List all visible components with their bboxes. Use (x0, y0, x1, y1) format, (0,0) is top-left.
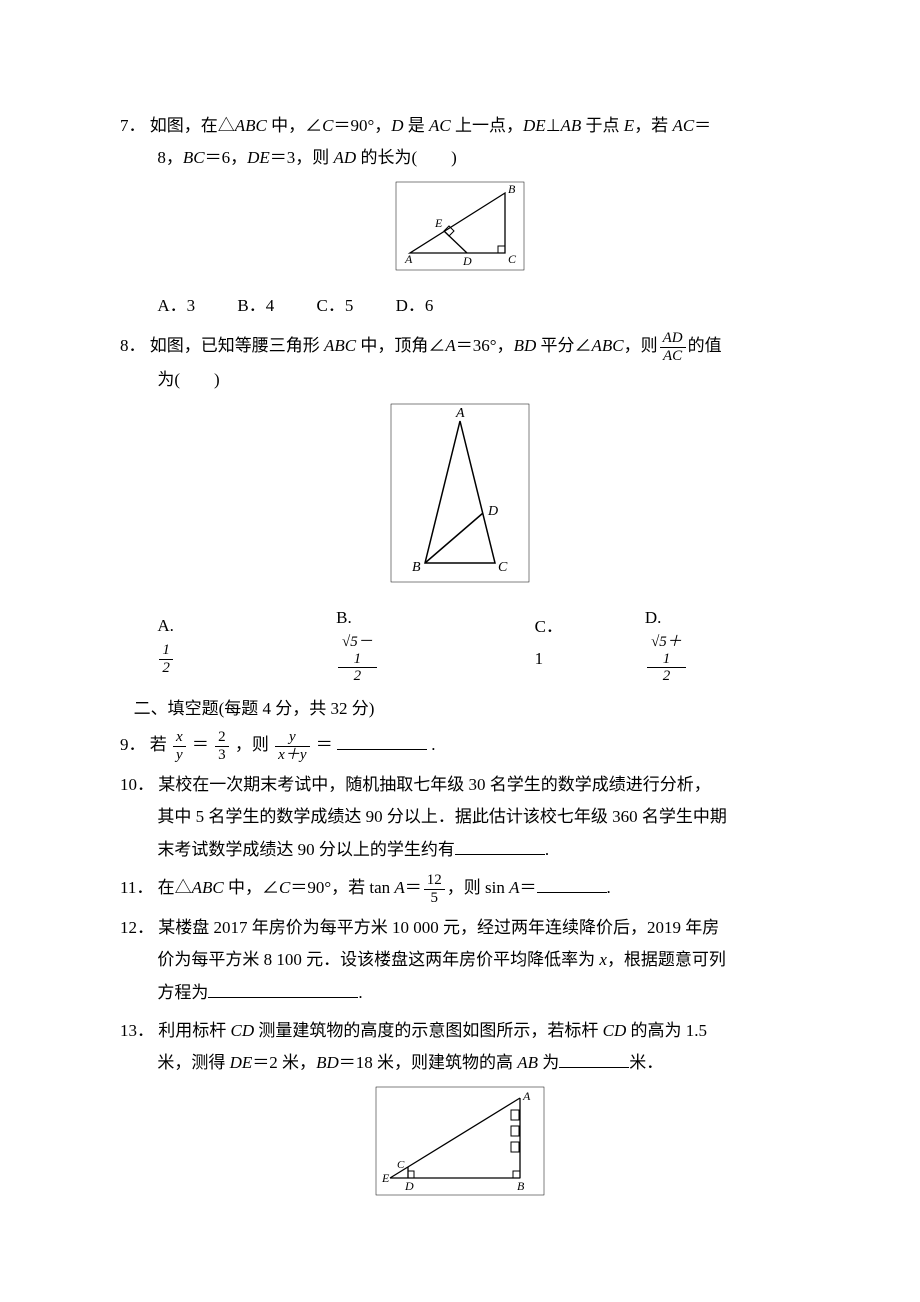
q8-opt-d: D.√5＋12 (645, 602, 762, 685)
q7-line2: 8，BC＝6，DE＝3，则 AD 的长为( ) (120, 142, 800, 174)
svg-text:E: E (381, 1171, 390, 1185)
q8-opt-b: B.√5－12 (336, 602, 452, 685)
q9-blank (337, 732, 427, 750)
svg-text:C: C (508, 252, 517, 266)
q8-line2: 为( ) (120, 364, 800, 396)
svg-text:B: B (412, 560, 421, 575)
svg-text:C: C (397, 1159, 405, 1171)
q13-blank (559, 1050, 629, 1068)
q8-opt-a: A.12 (157, 610, 254, 676)
q8-text: 如图，已知等腰三角形 ABC 中，顶角∠A＝36°，BD 平分∠ABC，则ADA… (150, 336, 722, 355)
svg-text:A: A (522, 1089, 531, 1103)
q7-options: A．3 B．4 C．5 D．6 (120, 290, 800, 322)
svg-text:B: B (508, 182, 516, 196)
question-10: 10． 某校在一次期末考试中，随机抽取七年级 30 名学生的数学成绩进行分析， … (120, 769, 800, 866)
svg-text:A: A (455, 406, 465, 421)
q7-text: 如图，在△ABC 中，∠C＝90°，D 是 AC 上一点，DE⊥AB 于点 E，… (150, 116, 711, 135)
q8-figure: A B C D (120, 403, 800, 594)
svg-text:A: A (404, 252, 413, 266)
q13-number: 13． (120, 1021, 154, 1040)
svg-text:C: C (498, 560, 508, 575)
q7-number: 7． (120, 116, 146, 135)
question-11: 11． 在△ABC 中，∠C＝90°，若 tan A＝125，则 sin A＝. (120, 872, 800, 906)
svg-text:D: D (487, 504, 498, 519)
q13-figure: A B C D E (120, 1086, 800, 1207)
q12-blank (208, 980, 358, 998)
question-13: 13． 利用标杆 CD 测量建筑物的高度的示意图如图所示，若标杆 CD 的高为 … (120, 1015, 800, 1207)
svg-text:D: D (462, 254, 472, 268)
question-8: 8． 如图，已知等腰三角形 ABC 中，顶角∠A＝36°，BD 平分∠ABC，则… (120, 330, 800, 684)
q11-blank (537, 875, 607, 893)
q7-opt-c: C．5 (317, 296, 354, 315)
svg-text:E: E (434, 216, 443, 230)
q8-options: A.12 B.√5－12 C．1 D.√5＋12 (120, 602, 800, 685)
question-12: 12． 某楼盘 2017 年房价为每平方米 10 000 元，经过两年连续降价后… (120, 912, 800, 1009)
svg-text:B: B (517, 1179, 525, 1193)
question-7: 7． 如图，在△ABC 中，∠C＝90°，D 是 AC 上一点，DE⊥AB 于点… (120, 110, 800, 322)
q10-blank (455, 837, 545, 855)
q12-number: 12． (120, 918, 154, 937)
svg-text:D: D (404, 1179, 414, 1193)
q11-number: 11． (120, 878, 153, 897)
question-9: 9． 若 xy ＝ 23 ，则 yx＋y ＝ . (120, 729, 800, 763)
q9-number: 9． (120, 735, 146, 754)
section-2-title: 二、填空题(每题 4 分，共 32 分) (134, 693, 800, 725)
q8-number: 8． (120, 336, 146, 355)
q10-number: 10． (120, 775, 154, 794)
q7-opt-a: A．3 (157, 296, 195, 315)
q7-opt-d: D．6 (396, 296, 434, 315)
q7-opt-b: B．4 (237, 296, 274, 315)
q7-figure: A B C D E (120, 181, 800, 282)
q8-opt-c: C．1 (535, 611, 563, 676)
